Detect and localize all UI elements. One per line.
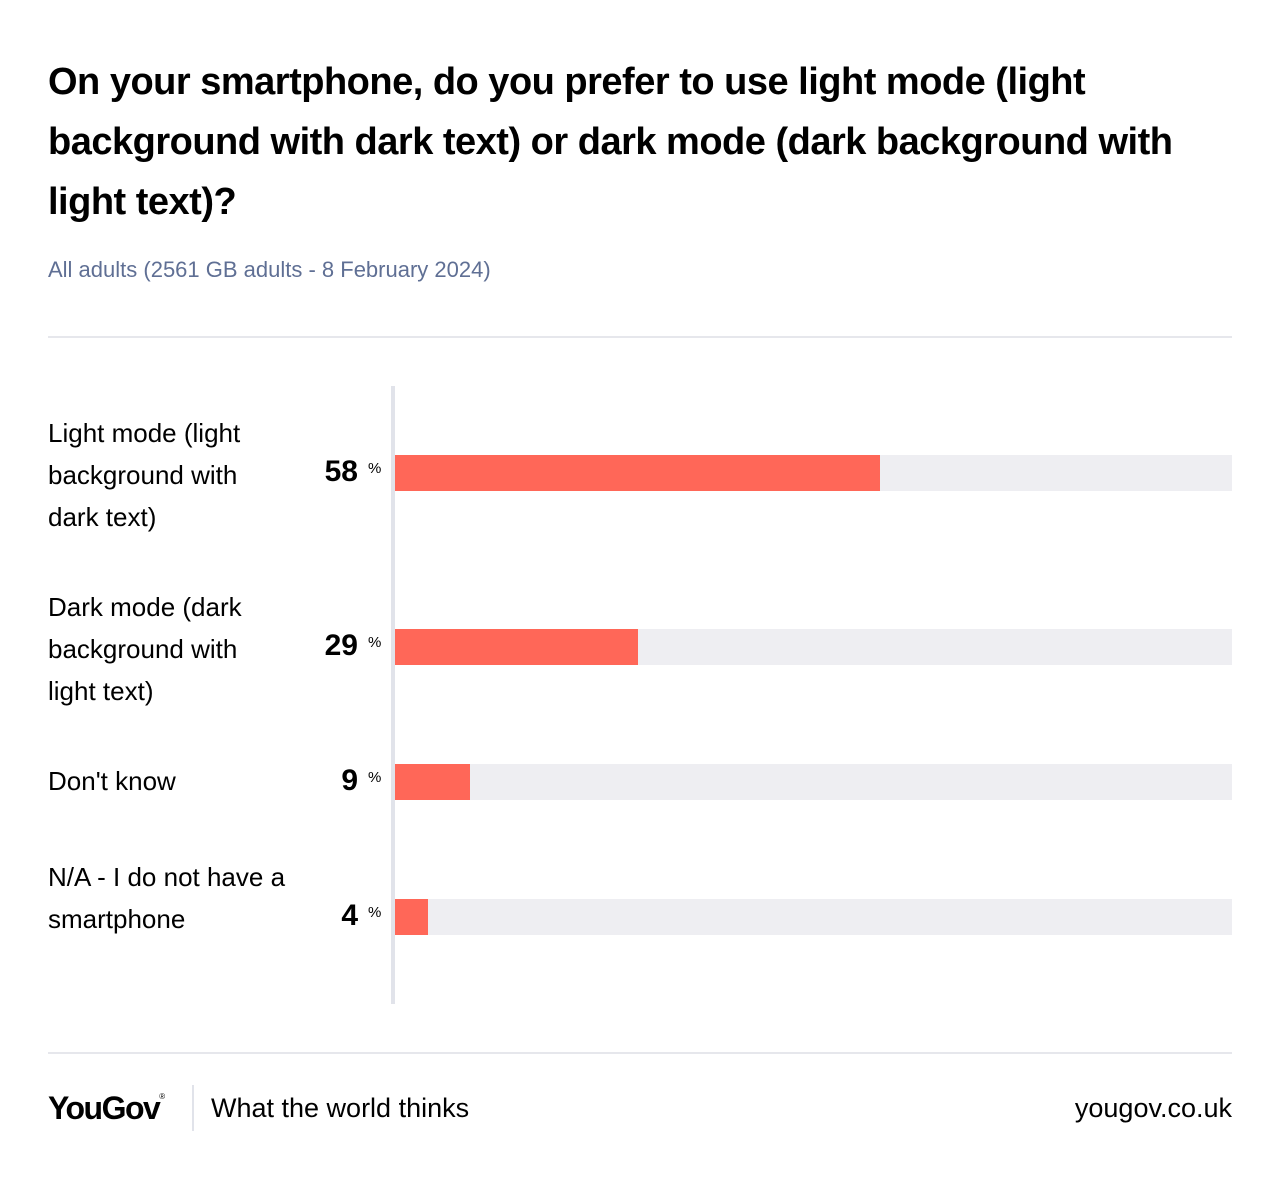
bar xyxy=(395,899,429,935)
bar-track xyxy=(395,455,1232,491)
row-value: 9 xyxy=(341,764,358,797)
row-unit: % xyxy=(368,634,382,651)
bar xyxy=(395,455,881,491)
row-value: 29 xyxy=(324,629,358,662)
row-unit: % xyxy=(368,904,382,921)
bar-track xyxy=(395,764,1232,800)
bar-track xyxy=(395,899,1232,935)
row-label: Dark mode (dark background with light te… xyxy=(48,592,242,706)
row-value: 4 xyxy=(341,899,358,932)
registered-mark: ® xyxy=(159,1092,165,1101)
yougov-logo: YouGov® xyxy=(48,1090,165,1127)
chart-subtitle: All adults (2561 GB adults - 8 February … xyxy=(48,257,491,282)
row-label: Light mode (light background with dark t… xyxy=(48,418,241,532)
chart-title: On your smartphone, do you prefer to use… xyxy=(48,61,1173,223)
bar xyxy=(395,764,471,800)
row-unit: % xyxy=(368,769,382,786)
logo-text: YouGov xyxy=(48,1090,161,1126)
row-value: 58 xyxy=(324,455,358,488)
top-divider xyxy=(48,336,1232,338)
bar xyxy=(395,629,638,665)
row-label: Don't know xyxy=(48,766,176,796)
footer-divider xyxy=(192,1085,194,1131)
site-link[interactable]: yougov.co.uk xyxy=(1074,1093,1232,1123)
tagline: What the world thinks xyxy=(211,1093,470,1123)
row-label: N/A - I do not have a smartphone xyxy=(48,862,286,934)
row-unit: % xyxy=(368,460,382,477)
chart-axis-line xyxy=(391,386,395,1004)
bottom-divider xyxy=(48,1052,1232,1054)
bar-track xyxy=(395,629,1232,665)
